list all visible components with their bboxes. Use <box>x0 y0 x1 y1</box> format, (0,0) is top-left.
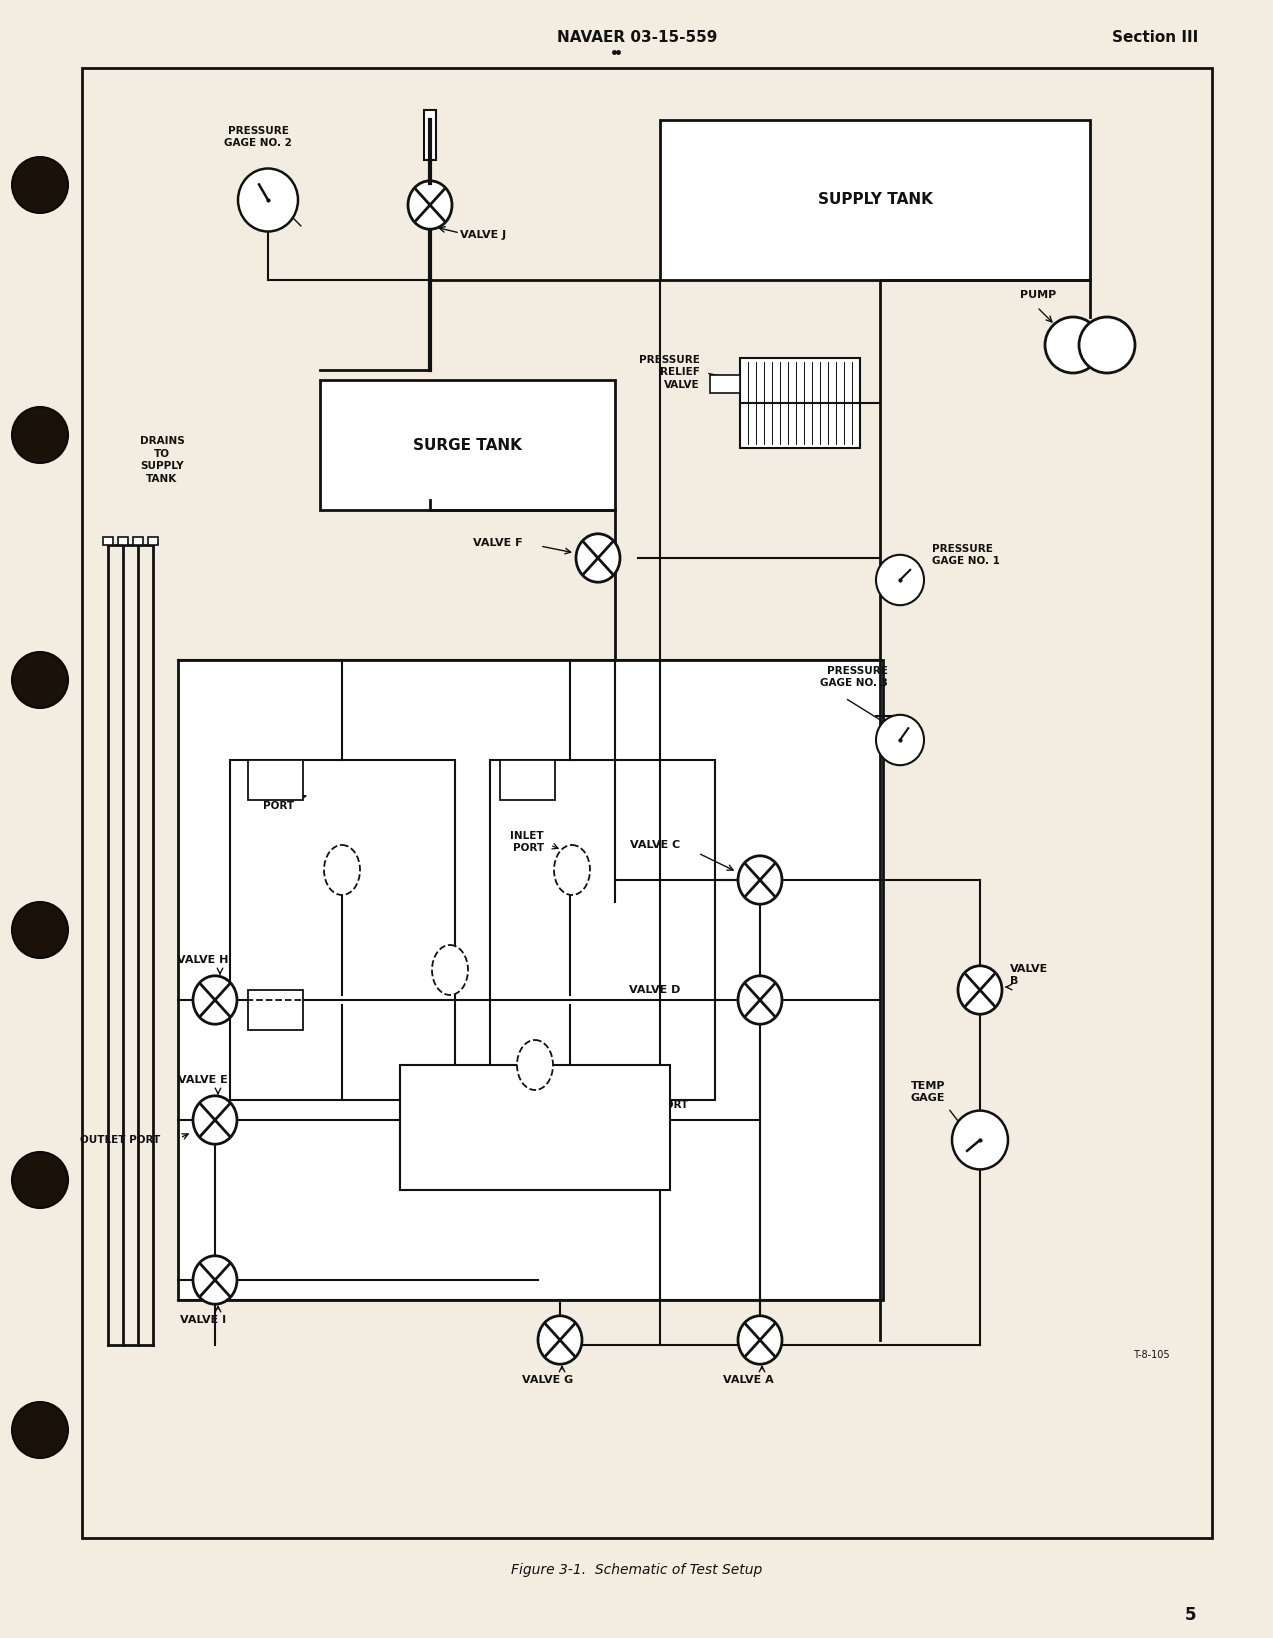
Bar <box>710 375 740 393</box>
Bar <box>81 69 1212 1538</box>
Text: VALVE I: VALVE I <box>179 1315 227 1325</box>
Bar <box>320 380 615 509</box>
Text: VALVE F: VALVE F <box>474 537 523 549</box>
Text: VALVE E: VALVE E <box>178 1075 228 1084</box>
Text: T-8-105: T-8-105 <box>1133 1350 1170 1360</box>
Text: Figure 3-1.  Schematic of Test Setup: Figure 3-1. Schematic of Test Setup <box>512 1563 763 1577</box>
Text: VALVE D: VALVE D <box>629 984 680 994</box>
Ellipse shape <box>432 945 468 994</box>
Circle shape <box>11 903 67 958</box>
Text: VALVE J: VALVE J <box>460 229 507 241</box>
Text: DRAINS
TO
SUPPLY
TANK: DRAINS TO SUPPLY TANK <box>140 436 185 483</box>
Text: PRESSURE
GAGE NO. 3: PRESSURE GAGE NO. 3 <box>820 665 889 688</box>
Text: OUTLET PORT: OUTLET PORT <box>608 1101 689 1111</box>
Text: Section III: Section III <box>1111 31 1198 46</box>
Bar <box>118 537 129 545</box>
Bar <box>178 660 883 1301</box>
Bar <box>400 1065 670 1189</box>
Text: PRESSURE
GAGE NO. 1: PRESSURE GAGE NO. 1 <box>932 544 999 567</box>
Text: SUPPLY TANK: SUPPLY TANK <box>817 193 932 208</box>
Ellipse shape <box>554 845 589 894</box>
Ellipse shape <box>738 976 782 1024</box>
Ellipse shape <box>876 555 924 604</box>
Bar <box>148 537 158 545</box>
Text: SURGE TANK: SURGE TANK <box>412 437 522 452</box>
Circle shape <box>11 406 67 464</box>
Bar <box>424 110 435 161</box>
Text: VALVE A: VALVE A <box>723 1374 774 1386</box>
Bar <box>500 760 555 799</box>
Ellipse shape <box>876 714 924 765</box>
Ellipse shape <box>238 169 298 231</box>
Text: VALVE C: VALVE C <box>630 840 680 850</box>
Text: INLET
PORT: INLET PORT <box>510 830 544 853</box>
Ellipse shape <box>325 845 360 894</box>
Bar <box>103 537 113 545</box>
Text: NAVAER 03-15-559: NAVAER 03-15-559 <box>556 31 717 46</box>
Text: PRESSURE
RELIEF
VALVE: PRESSURE RELIEF VALVE <box>639 355 700 390</box>
Ellipse shape <box>193 1256 237 1304</box>
Text: TEMP
GAGE: TEMP GAGE <box>910 1081 945 1104</box>
Circle shape <box>1045 318 1101 373</box>
Ellipse shape <box>575 534 620 581</box>
Text: VALVE
B: VALVE B <box>1009 963 1048 986</box>
Ellipse shape <box>193 1096 237 1145</box>
Text: INLET
PORT: INLET PORT <box>261 790 294 811</box>
Ellipse shape <box>193 976 237 1024</box>
Circle shape <box>11 157 67 213</box>
Bar <box>248 989 303 1030</box>
Ellipse shape <box>409 180 452 229</box>
Bar <box>740 359 861 449</box>
Ellipse shape <box>517 1040 552 1089</box>
Text: VALVE G: VALVE G <box>522 1374 574 1386</box>
Ellipse shape <box>738 855 782 904</box>
Text: OUTLET PORT: OUTLET PORT <box>80 1135 160 1145</box>
Text: 5: 5 <box>1184 1605 1195 1623</box>
Bar <box>132 537 143 545</box>
Ellipse shape <box>538 1315 582 1364</box>
Circle shape <box>11 652 67 708</box>
Bar <box>230 760 454 1101</box>
Bar <box>248 760 303 799</box>
Ellipse shape <box>959 966 1002 1014</box>
Ellipse shape <box>738 1315 782 1364</box>
Text: PRESSURE
GAGE NO. 2: PRESSURE GAGE NO. 2 <box>224 126 292 147</box>
Text: PUMP: PUMP <box>1020 290 1057 300</box>
Bar <box>659 120 1090 280</box>
Bar <box>490 760 715 1101</box>
Ellipse shape <box>952 1111 1008 1170</box>
Circle shape <box>11 1152 67 1207</box>
Circle shape <box>11 1402 67 1458</box>
Circle shape <box>1080 318 1136 373</box>
Text: VALVE H: VALVE H <box>177 955 229 965</box>
